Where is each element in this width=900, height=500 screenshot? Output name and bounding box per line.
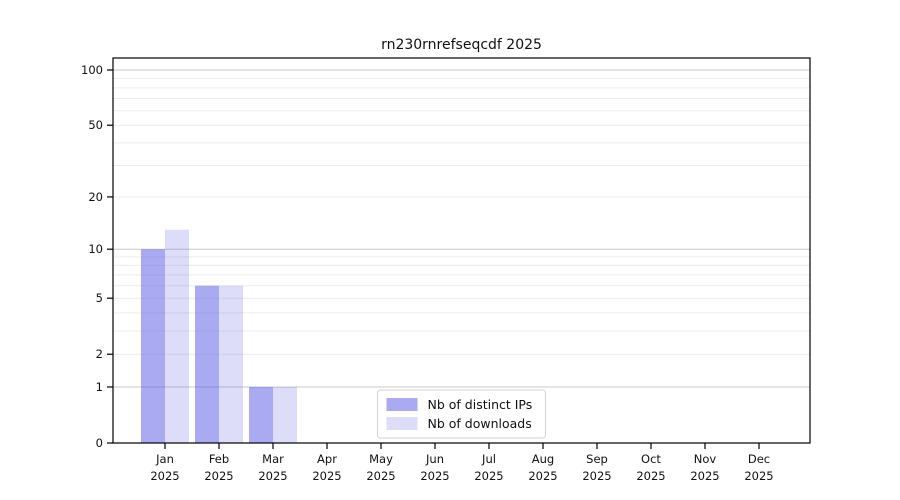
x-axis-year-label: 2025 <box>420 469 449 483</box>
x-axis-year-label: 2025 <box>258 469 287 483</box>
bar-downloads <box>165 229 189 443</box>
plot-border <box>112 57 811 444</box>
x-axis-year-label: 2025 <box>582 469 611 483</box>
y-axis-tick-label: 10 <box>88 242 103 256</box>
x-axis-year-label: 2025 <box>204 469 233 483</box>
y-axis-tick-label: 100 <box>81 63 103 77</box>
bar-downloads <box>273 386 297 443</box>
x-axis-year-label: 2025 <box>636 469 665 483</box>
x-axis-month-label: Nov <box>694 452 717 466</box>
x-axis-year-label: 2025 <box>528 469 557 483</box>
x-axis-year-label: 2025 <box>744 469 773 483</box>
x-axis-month-label: Feb <box>209 452 229 466</box>
x-axis-year-label: 2025 <box>312 469 341 483</box>
chart-title: rn230rnrefseqcdf 2025 <box>381 37 542 53</box>
x-axis-month-label: Aug <box>532 452 554 466</box>
bar-downloads <box>219 285 243 443</box>
x-axis-month-label: Apr <box>317 452 337 466</box>
x-axis-year-label: 2025 <box>690 469 719 483</box>
legend-swatch <box>386 417 418 430</box>
x-axis-month-label: Sep <box>586 452 608 466</box>
bar-distinct-ips <box>195 285 219 443</box>
x-axis-month-label: May <box>369 452 393 466</box>
bar-distinct-ips <box>141 249 165 443</box>
legend-label: Nb of distinct IPs <box>428 397 533 412</box>
y-axis-tick-label: 1 <box>96 380 103 394</box>
x-axis-year-label: 2025 <box>150 469 179 483</box>
legend-label: Nb of downloads <box>428 416 532 431</box>
legend-swatch <box>386 398 418 411</box>
x-axis-month-label: Mar <box>262 452 284 466</box>
y-axis-tick-label: 5 <box>96 291 103 305</box>
x-axis-month-label: Oct <box>641 452 661 466</box>
bar-distinct-ips <box>249 386 273 443</box>
y-axis-tick-label: 0 <box>96 436 103 450</box>
x-axis-year-label: 2025 <box>474 469 503 483</box>
x-axis-month-label: Jan <box>155 452 174 466</box>
x-axis-month-label: Jul <box>481 452 496 466</box>
x-axis-month-label: Jun <box>425 452 444 466</box>
legend-box <box>377 389 546 439</box>
x-axis-month-label: Dec <box>748 452 770 466</box>
y-axis-tick-label: 50 <box>88 118 103 132</box>
y-axis-tick-label: 20 <box>88 190 103 204</box>
y-axis-tick-label: 2 <box>96 347 103 361</box>
x-axis-year-label: 2025 <box>366 469 395 483</box>
